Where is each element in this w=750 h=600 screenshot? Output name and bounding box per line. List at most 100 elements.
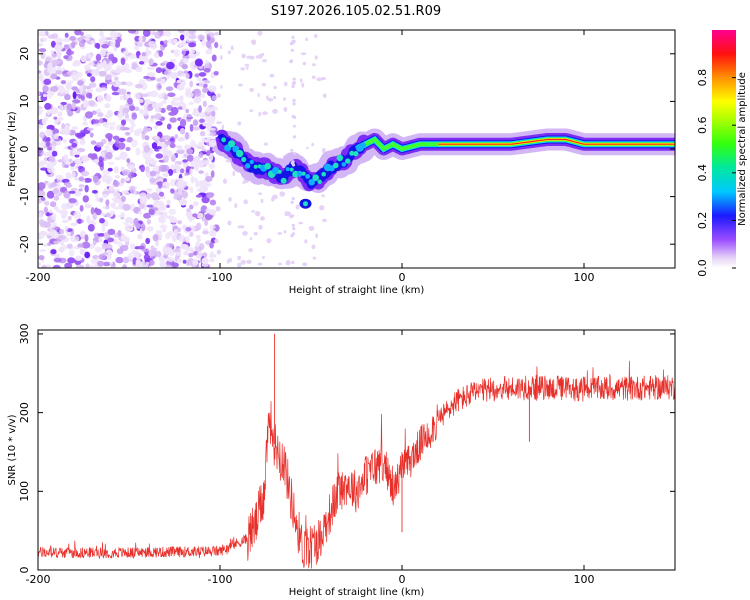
noise-speckle <box>102 193 108 198</box>
noise-speckle <box>38 106 44 115</box>
noise-speckle <box>291 260 295 265</box>
noise-speckle <box>42 152 52 157</box>
noise-speckle <box>165 247 173 251</box>
noise-speckle <box>48 229 57 236</box>
noise-speckle <box>189 168 193 177</box>
noise-speckle <box>96 95 104 103</box>
noise-speckle <box>65 83 71 89</box>
noise-speckle <box>48 155 56 163</box>
noise-speckle <box>64 164 69 168</box>
noise-speckle <box>189 80 194 88</box>
noise-speckle <box>145 158 150 165</box>
noise-speckle <box>162 172 170 177</box>
noise-speckle <box>90 258 98 265</box>
noise-speckle <box>82 156 91 162</box>
noise-speckle <box>123 221 129 225</box>
noise-speckle <box>185 108 189 114</box>
noise-speckle <box>249 87 255 92</box>
noise-speckle <box>99 198 104 203</box>
noise-speckle <box>166 61 175 70</box>
noise-speckle <box>114 166 119 174</box>
noise-speckle <box>122 107 130 114</box>
noise-speckle <box>246 55 251 59</box>
noise-speckle <box>97 233 106 237</box>
noise-speckle <box>188 253 194 258</box>
noise-speckle <box>203 68 211 73</box>
snr-axes: -200 -100 0 100 0 100 200 300 <box>18 323 675 586</box>
noise-speckle <box>134 83 144 89</box>
noise-speckle <box>83 37 91 42</box>
noise-speckle <box>250 39 257 45</box>
ridge-blob <box>305 174 311 179</box>
ridge-blob <box>317 179 323 185</box>
noise-speckle <box>59 246 64 253</box>
noise-speckle <box>196 76 202 82</box>
noise-speckle <box>177 83 185 91</box>
noise-speckle <box>53 257 62 263</box>
noise-speckle <box>152 31 161 36</box>
noise-speckle <box>56 118 62 123</box>
noise-speckle <box>228 197 232 202</box>
noise-speckle <box>320 77 327 81</box>
noise-speckle <box>110 202 116 208</box>
noise-speckle <box>262 59 267 63</box>
noise-speckle <box>179 118 187 127</box>
noise-speckle <box>159 224 168 229</box>
noise-speckle <box>146 188 153 192</box>
noise-speckle <box>199 118 205 123</box>
colorbar-gradient <box>712 30 736 268</box>
ridge-blob <box>301 171 306 176</box>
noise-speckle <box>119 95 125 100</box>
x-tick-label: 100 <box>574 573 595 586</box>
noise-speckle <box>64 93 71 101</box>
noise-speckle <box>186 116 194 120</box>
noise-speckle <box>292 39 296 43</box>
noise-speckle <box>182 251 190 256</box>
noise-speckle <box>179 198 188 206</box>
noise-speckle <box>141 132 146 140</box>
noise-speckle <box>155 67 163 74</box>
noise-speckle <box>291 214 295 218</box>
noise-speckle <box>99 218 105 224</box>
noise-speckle <box>246 66 249 70</box>
noise-speckle <box>186 154 194 162</box>
noise-speckle <box>143 145 151 153</box>
noise-speckle <box>109 125 116 131</box>
noise-speckle <box>266 238 272 244</box>
noise-speckle <box>258 224 263 230</box>
noise-speckle <box>38 42 44 47</box>
noise-speckle <box>237 83 243 87</box>
noise-speckle <box>178 235 186 242</box>
noise-speckle <box>190 176 195 184</box>
noise-speckle <box>202 122 210 127</box>
noise-speckle <box>214 31 219 36</box>
noise-speckle <box>84 184 89 193</box>
noise-speckle <box>80 170 90 177</box>
colorbar-tick-label: 0.4 <box>696 164 709 182</box>
snr-x-axis-label: Height of straight line (km) <box>289 587 425 598</box>
noise-speckle <box>219 44 223 50</box>
noise-speckle <box>100 212 106 217</box>
noise-speckle <box>168 208 176 215</box>
noise-speckle <box>57 50 62 57</box>
noise-speckle <box>113 70 122 74</box>
noise-speckle <box>115 32 122 38</box>
ridge-blob <box>221 137 227 143</box>
noise-speckle <box>164 181 168 185</box>
noise-speckle <box>107 167 113 172</box>
noise-speckle <box>57 159 64 163</box>
noise-speckle <box>107 237 115 243</box>
noise-speckle <box>283 230 287 234</box>
noise-speckle <box>39 190 46 197</box>
noise-speckle <box>302 262 308 267</box>
noise-speckle <box>198 105 203 113</box>
noise-speckle <box>208 32 216 37</box>
noise-speckle <box>117 142 126 150</box>
noise-speckle <box>242 231 248 236</box>
noise-speckle <box>211 54 217 62</box>
noise-speckle <box>182 159 189 163</box>
noise-speckle <box>253 231 258 236</box>
noise-speckle <box>40 52 46 60</box>
noise-speckle <box>144 135 150 141</box>
